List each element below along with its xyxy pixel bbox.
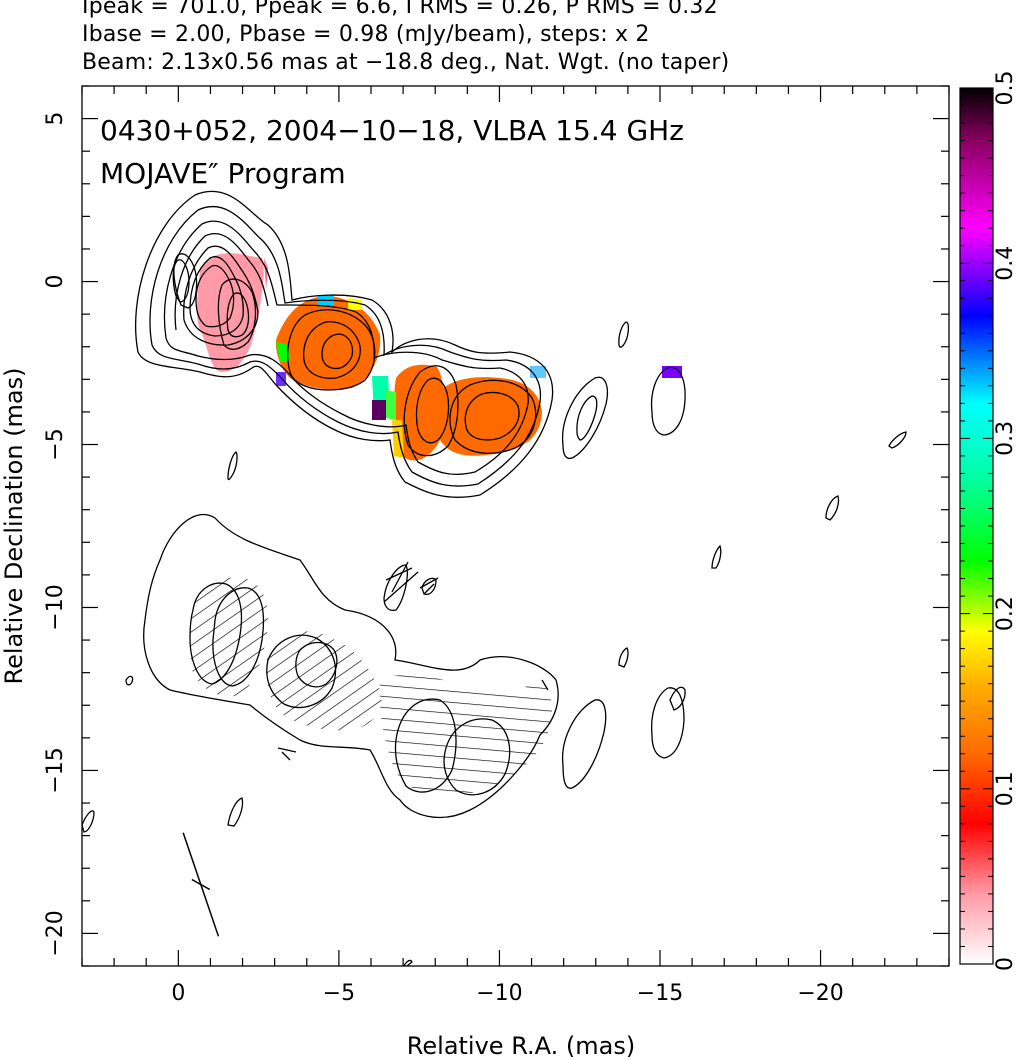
evpa-tick-7 xyxy=(281,751,291,761)
stokes-i-contour-10 xyxy=(217,278,257,350)
polarization-contour-11 xyxy=(618,647,629,668)
map-layer xyxy=(82,190,907,966)
polarization-region-3 xyxy=(394,364,445,461)
stokes-i-contour-15 xyxy=(403,365,459,457)
header-line-1: Ipeak = 701.0, Ppeak = 6.6, I RMS = 0.26… xyxy=(82,0,718,19)
colorbar-tick-label: 0.1 xyxy=(993,771,1018,806)
y-tick-label: −15 xyxy=(43,747,68,793)
colorbar-tick-label: 0.3 xyxy=(993,421,1018,456)
fractional-polarization-colors xyxy=(196,253,682,461)
evpa-vectors-region-3 xyxy=(379,674,552,796)
polarization-contour-3 xyxy=(212,587,265,687)
polarization-contour-13 xyxy=(227,797,244,827)
plot-frame xyxy=(81,85,950,967)
stokes-i-contour-18 xyxy=(464,391,520,441)
x-axis-title: Relative R.A. (mas) xyxy=(407,1032,635,1060)
stokes-i-contour-25 xyxy=(825,495,840,521)
stokes-i-contour-22 xyxy=(618,321,630,348)
polarization-edge-5 xyxy=(348,298,362,310)
polarization-edge-1 xyxy=(264,258,268,290)
annotation-program: MOJAVE″ Program xyxy=(100,157,346,190)
header-line-3: Beam: 2.13x0.56 mas at −18.8 deg., Nat. … xyxy=(82,50,730,75)
stokes-i-contour-21 xyxy=(650,366,686,436)
polarization-edge-2 xyxy=(276,342,290,362)
x-tick-label: −10 xyxy=(476,981,522,1006)
polarization-contour-1 xyxy=(143,513,559,818)
evpa-vectors-region-2 xyxy=(266,631,382,731)
x-tick-label: −15 xyxy=(637,981,683,1006)
y-tick-label: −10 xyxy=(43,584,68,630)
polarization-region-2 xyxy=(275,296,381,390)
stokes-i-contour-13 xyxy=(303,321,361,379)
evpa-tick-5 xyxy=(423,583,435,595)
polarization-contour-15 xyxy=(403,959,413,966)
y-axis-title: Relative Declination (mas) xyxy=(0,367,28,684)
polarization-contour-small-1 xyxy=(383,564,408,612)
polarization-contour-5 xyxy=(295,641,338,688)
stokes-i-contour-11 xyxy=(226,292,250,338)
y-tick-label: 0 xyxy=(43,275,68,289)
y-tick-label: −20 xyxy=(43,910,68,956)
stokes-i-contour-23 xyxy=(227,451,238,481)
y-tick-label: −5 xyxy=(43,428,68,460)
stokes-i-contour-24 xyxy=(888,431,907,449)
stokes-i-contour-26 xyxy=(711,544,722,569)
beam-minor-axis xyxy=(191,878,211,891)
evpa-vectors-region-1 xyxy=(189,577,269,697)
polarization-contour-10 xyxy=(669,686,686,711)
polarization-contour-6 xyxy=(394,698,457,793)
annotation-source: 0430+052, 2004−10−18, VLBA 15.4 GHz xyxy=(100,114,684,147)
polarization-contour-7 xyxy=(443,718,511,796)
stokes-i-contour-20 xyxy=(576,395,598,441)
stokes-i-contour-2 xyxy=(149,205,542,487)
polarization-edge-9 xyxy=(386,390,396,420)
colorbar-tick-label: 0.2 xyxy=(993,596,1018,631)
polarization-map xyxy=(82,513,686,966)
colorbar: 0 0.1 0.2 0.3 0.4 0.5 xyxy=(959,71,1018,971)
stokes-i-contour-17 xyxy=(449,379,537,454)
axes-layer: 0 −5 −10 −15 −20 5 0 −5 −10 −15 −20 xyxy=(43,85,950,1006)
header-line-2: Ibase = 2.00, Pbase = 0.98 (mJy/beam), s… xyxy=(82,22,650,47)
polarization-contour-small-2 xyxy=(421,577,437,596)
x-tick-label: 0 xyxy=(171,981,185,1006)
colorbar-tick-label: 0 xyxy=(993,957,1018,971)
stokes-i-contour-6 xyxy=(189,256,244,337)
polarization-contour-8 xyxy=(561,699,607,789)
y-tick-label: 5 xyxy=(43,112,68,126)
x-tick-label: −5 xyxy=(323,981,355,1006)
evpa-tick-1 xyxy=(391,561,409,593)
evpa-tick-8 xyxy=(277,747,297,753)
polarization-edge-7 xyxy=(372,400,386,420)
polarization-contour-12 xyxy=(125,675,134,686)
x-tick-label: −20 xyxy=(797,981,843,1006)
polarization-contours xyxy=(82,513,686,966)
polarization-contour-2 xyxy=(189,582,243,685)
stokes-i-contour-9 xyxy=(172,259,190,303)
stokes-i-contour-14 xyxy=(321,333,354,370)
stokes-i-contour-19 xyxy=(561,376,609,460)
stokes-i-contour-1 xyxy=(134,190,554,498)
stokes-i-contour-8 xyxy=(173,253,198,309)
stokes-i-contours xyxy=(134,190,907,569)
stokes-i-contour-4 xyxy=(174,233,269,331)
stokes-i-contour-12 xyxy=(287,309,376,391)
evpa-tick-2 xyxy=(383,571,419,603)
polarization-contour-14 xyxy=(82,810,95,833)
stokes-i-contour-7 xyxy=(195,264,235,328)
stokes-i-contour-16 xyxy=(415,377,450,444)
colorbar-tick-label: 0.5 xyxy=(993,71,1018,106)
evpa-tick-6 xyxy=(541,679,549,691)
colorbar-tick-label: 0.4 xyxy=(993,246,1018,281)
polarization-contour-4 xyxy=(266,634,337,709)
stokes-i-contour-3 xyxy=(163,220,529,476)
polarization-contour-9 xyxy=(650,687,685,759)
